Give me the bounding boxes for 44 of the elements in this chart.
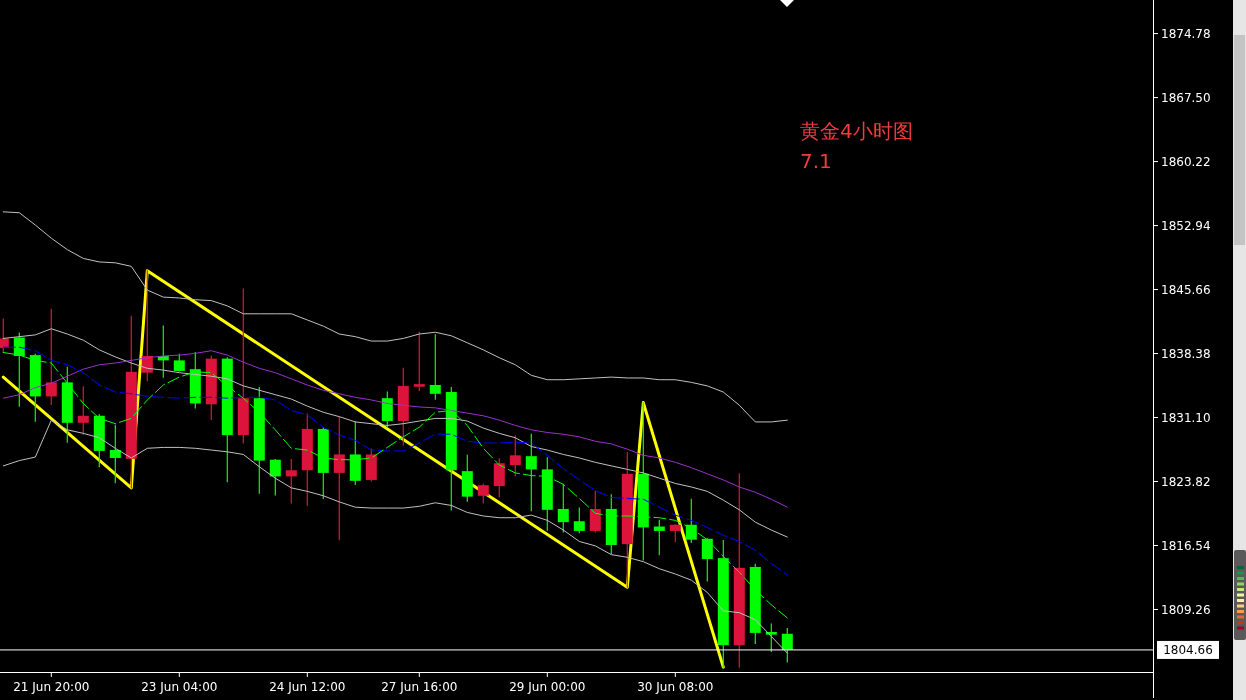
candlestick [477, 483, 489, 504]
line-series [2, 350, 788, 508]
candlestick [765, 623, 777, 652]
y-tick-label: 1823.82 [1161, 475, 1211, 490]
line-series [2, 419, 788, 654]
line-series [2, 328, 788, 538]
text: 7.1 [800, 149, 832, 173]
x-tick-label: 30 Jun 08:00 [637, 680, 714, 694]
candlestick [573, 507, 585, 534]
candlestick [285, 459, 297, 504]
candlestick [45, 308, 57, 405]
candlestick [77, 386, 89, 435]
y-tick-label: 1860.22 [1161, 155, 1211, 170]
candlestick [653, 519, 665, 556]
candlestick [269, 459, 281, 496]
candlestick [589, 490, 601, 533]
candlestick [429, 334, 441, 400]
candlestick [781, 627, 793, 663]
candlestick [557, 483, 569, 533]
y-tick-label: 1845.66 [1161, 283, 1211, 298]
candlestick [109, 424, 121, 484]
candlestick [685, 498, 697, 543]
text: 黄金4小时图 [800, 119, 913, 143]
y-tick-label: 1809.26 [1161, 603, 1211, 617]
candlestick [701, 538, 713, 582]
y-tick-label: 1816.54 [1161, 539, 1211, 554]
line-series [2, 211, 788, 423]
candlestick [413, 331, 425, 391]
candlestick [525, 433, 537, 512]
x-tick-label: 23 Jun 04:00 [141, 680, 218, 694]
candlestick [333, 416, 345, 541]
x-tick-label: 21 Jun 20:00 [13, 680, 90, 694]
y-tick-label: 1867.50 [1161, 91, 1211, 106]
candlestick [381, 391, 393, 428]
x-tick-label: 24 Jun 12:00 [269, 680, 346, 694]
ref-line-label: 1804.66 [1163, 643, 1213, 658]
y-tick-label: 1831.10 [1161, 411, 1211, 426]
candlestick [493, 458, 505, 498]
y-tick-label: 1838.38 [1161, 347, 1211, 362]
x-tick-label: 29 Jun 00:00 [509, 680, 586, 694]
y-tick-label: 1874.78 [1161, 27, 1211, 42]
candlestick [509, 435, 521, 477]
y-tick-label: 1852.94 [1161, 219, 1211, 234]
x-tick-label: 27 Jun 16:00 [381, 680, 458, 694]
